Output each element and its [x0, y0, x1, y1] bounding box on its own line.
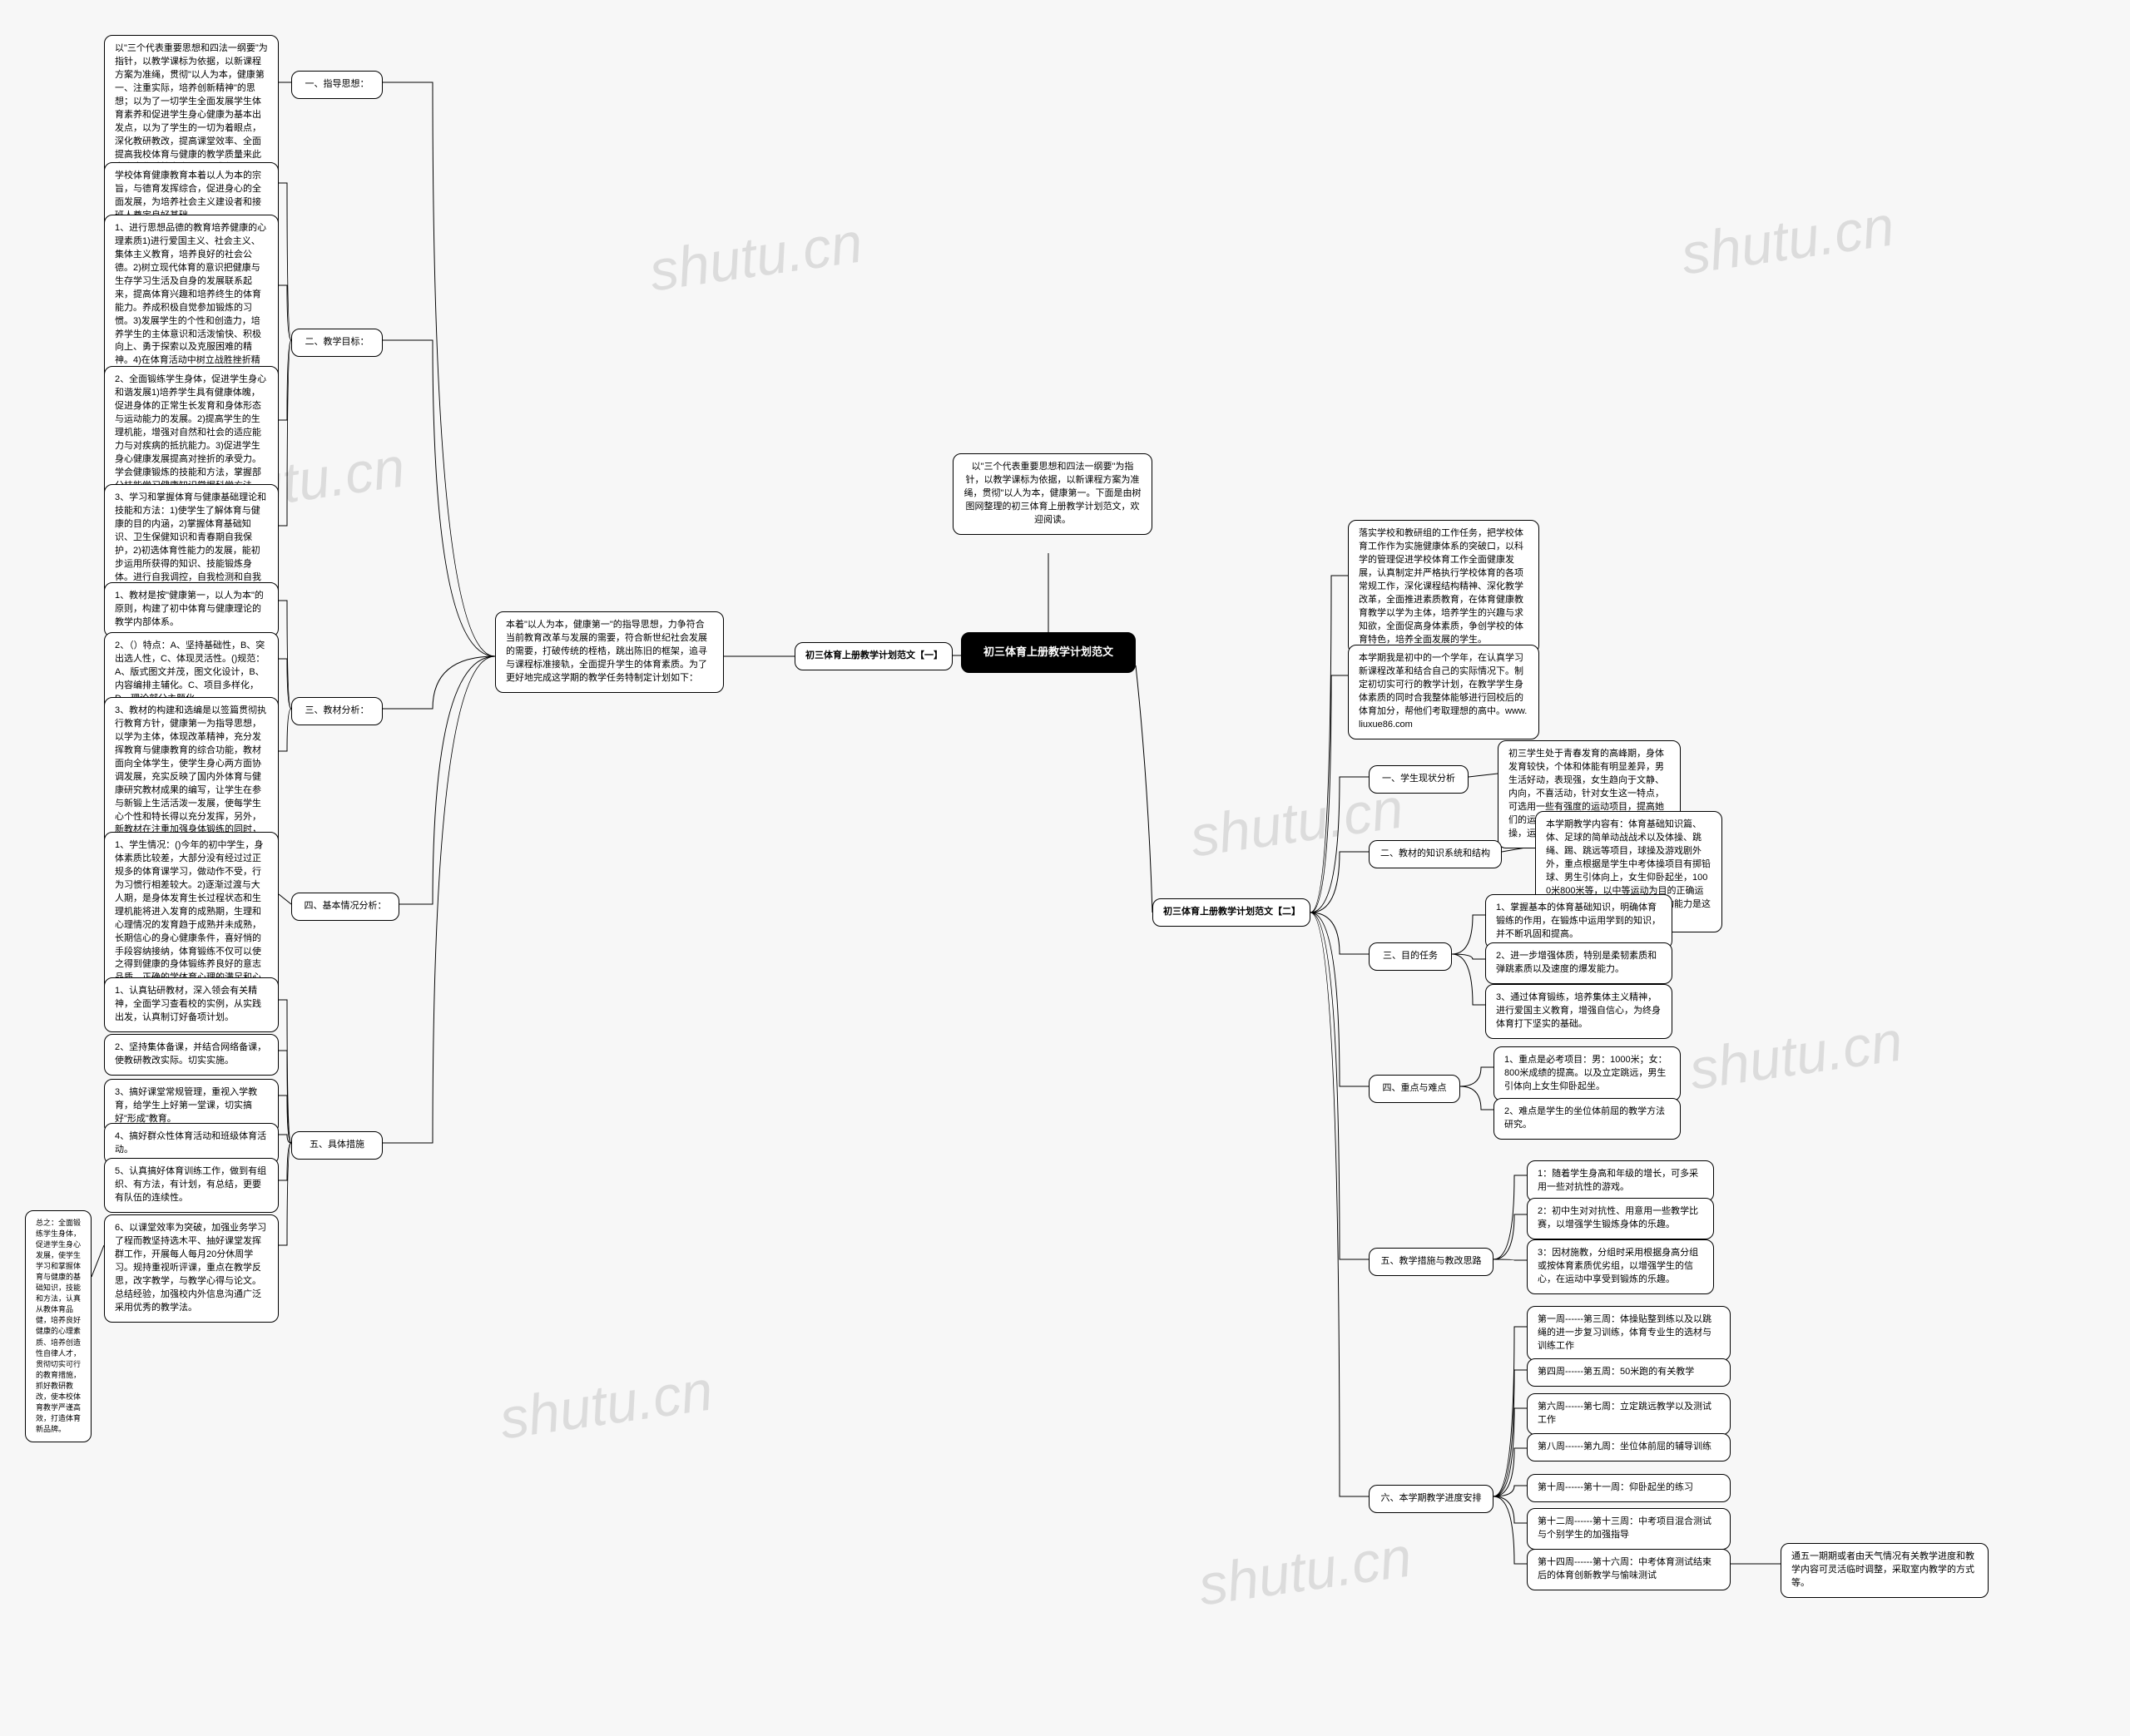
r6c: 第六周------第七周：立定跳远教学以及测试工作 — [1527, 1393, 1731, 1435]
r2-label: 二、教材的知识系统和结构 — [1369, 840, 1502, 868]
left-footer: 总之：全面锻练学生身体，促进学生身心发展，使学生学习和掌握体育与健康的基础知识，… — [25, 1210, 92, 1442]
root-node: 初三体育上册教学计划范文 — [961, 632, 1136, 673]
r5-label: 五、教学措施与教改思路 — [1369, 1248, 1493, 1276]
r6b: 第四周------第五周：50米跑的有关教学 — [1527, 1358, 1731, 1387]
r4a: 1、重点是必考项目：男：1000米；女：800米成绩的提高。以及立定跳远，男生引… — [1493, 1046, 1681, 1101]
l5a: 1、认真钻研教材，深入领会有关精神，全面学习查看校的实例，从实践出发，认真制订好… — [104, 977, 279, 1032]
connectors — [0, 0, 2130, 1736]
r6-label: 六、本学期教学进度安排 — [1369, 1485, 1493, 1513]
l5-label: 五、具体措施 — [291, 1131, 383, 1160]
r6a: 第一周------第三周：体操贴整到练以及以跳绳的进一步复习训练，体育专业生的选… — [1527, 1306, 1731, 1361]
r6d: 第八周------第九周：坐位体前屈的辅导训练 — [1527, 1433, 1731, 1462]
intro-node: 以"三个代表重要思想和四法一纲要"为指针，以教学课标为依据，以新课程方案为准绳，… — [953, 453, 1152, 535]
r4-label: 四、重点与难点 — [1369, 1075, 1460, 1103]
r6f: 第十二周------第十三周：中考项目混合测试与个别学生的加强指导 — [1527, 1508, 1731, 1550]
rp1: 落实学校和教研组的工作任务，把学校体育工作作为实施健康体系的突破口，以科学的管理… — [1348, 520, 1539, 654]
r6g: 第十四周------第十六周：中考体育测试结束后的体育创新教学与愉味测试 — [1527, 1549, 1731, 1590]
right-title: 初三体育上册教学计划范文【二】 — [1152, 898, 1310, 927]
r3a: 1、掌握基本的体育基础知识，明确体育锻练的作用，在锻炼中运用学到的知识，并不断巩… — [1485, 894, 1672, 949]
r5b: 2：初中生对对抗性、用意用一些教学比赛，以增强学生锻炼身体的乐趣。 — [1527, 1198, 1714, 1239]
l3-label: 三、教材分析： — [291, 697, 383, 725]
r6e: 第十周------第十一周：仰卧起坐的练习 — [1527, 1474, 1731, 1502]
r3c: 3、通过体育锻练，培养集体主义精神，进行爱国主义教育，增强自信心，为终身体育打下… — [1485, 984, 1672, 1039]
r1-label: 一、学生现状分析 — [1369, 765, 1469, 794]
l1-label: 一、指导思想： — [291, 71, 383, 99]
l3a: 1、教材是按"健康第一，以人为本"的原则，构建了初中体育与健康理论的教学内部体系… — [104, 582, 279, 637]
l2-label: 二、教学目标： — [291, 329, 383, 357]
left-summary: 本着"以人为本，健康第一"的指导思想，力争符合当前教育改革与发展的需要，符合新世… — [495, 611, 724, 693]
r5a: 1：随着学生身高和年级的增长，可多采用一些对抗性的游戏。 — [1527, 1160, 1714, 1202]
left-title: 初三体育上册教学计划范文【一】 — [795, 642, 953, 670]
rp2: 本学期我是初中的一个学年，在认真学习新课程改革和结合自己的实际情况下。制定初切实… — [1348, 645, 1539, 739]
l4-label: 四、基本情况分析： — [291, 893, 399, 921]
r5c: 3：因材施教，分组时采用根据身高分组或按体育素质优劣组，以增强学生的信心，在运动… — [1527, 1239, 1714, 1294]
r3b: 2、进一步增强体质，特别是柔韧素质和弹跳素质以及速度的爆发能力。 — [1485, 942, 1672, 984]
l1a: 以"三个代表重要思想和四法一纲要"为指针，以教学课标为依据，以新课程方案为准绳，… — [104, 35, 279, 182]
r6-note: 通五一期期或者由天气情况有关教学进度和教学内容可灵活临时调整，采取室内教学的方式… — [1781, 1543, 1989, 1598]
l5b: 2、坚持集体备课，并结合网络备课，使教研教改实际。切实实施。 — [104, 1034, 279, 1076]
r4b: 2、难点是学生的坐位体前屈的教学方法研究。 — [1493, 1098, 1681, 1140]
r3-label: 三、目的任务 — [1369, 942, 1452, 971]
l5f: 6、以课堂效率为突破，加强业务学习了程而教坚持选木平、抽好课堂发挥群工作，开展每… — [104, 1214, 279, 1323]
l5e: 5、认真搞好体育训练工作，做到有组织、有方法，有计划，有总结，更要有队伍的连续性… — [104, 1158, 279, 1213]
